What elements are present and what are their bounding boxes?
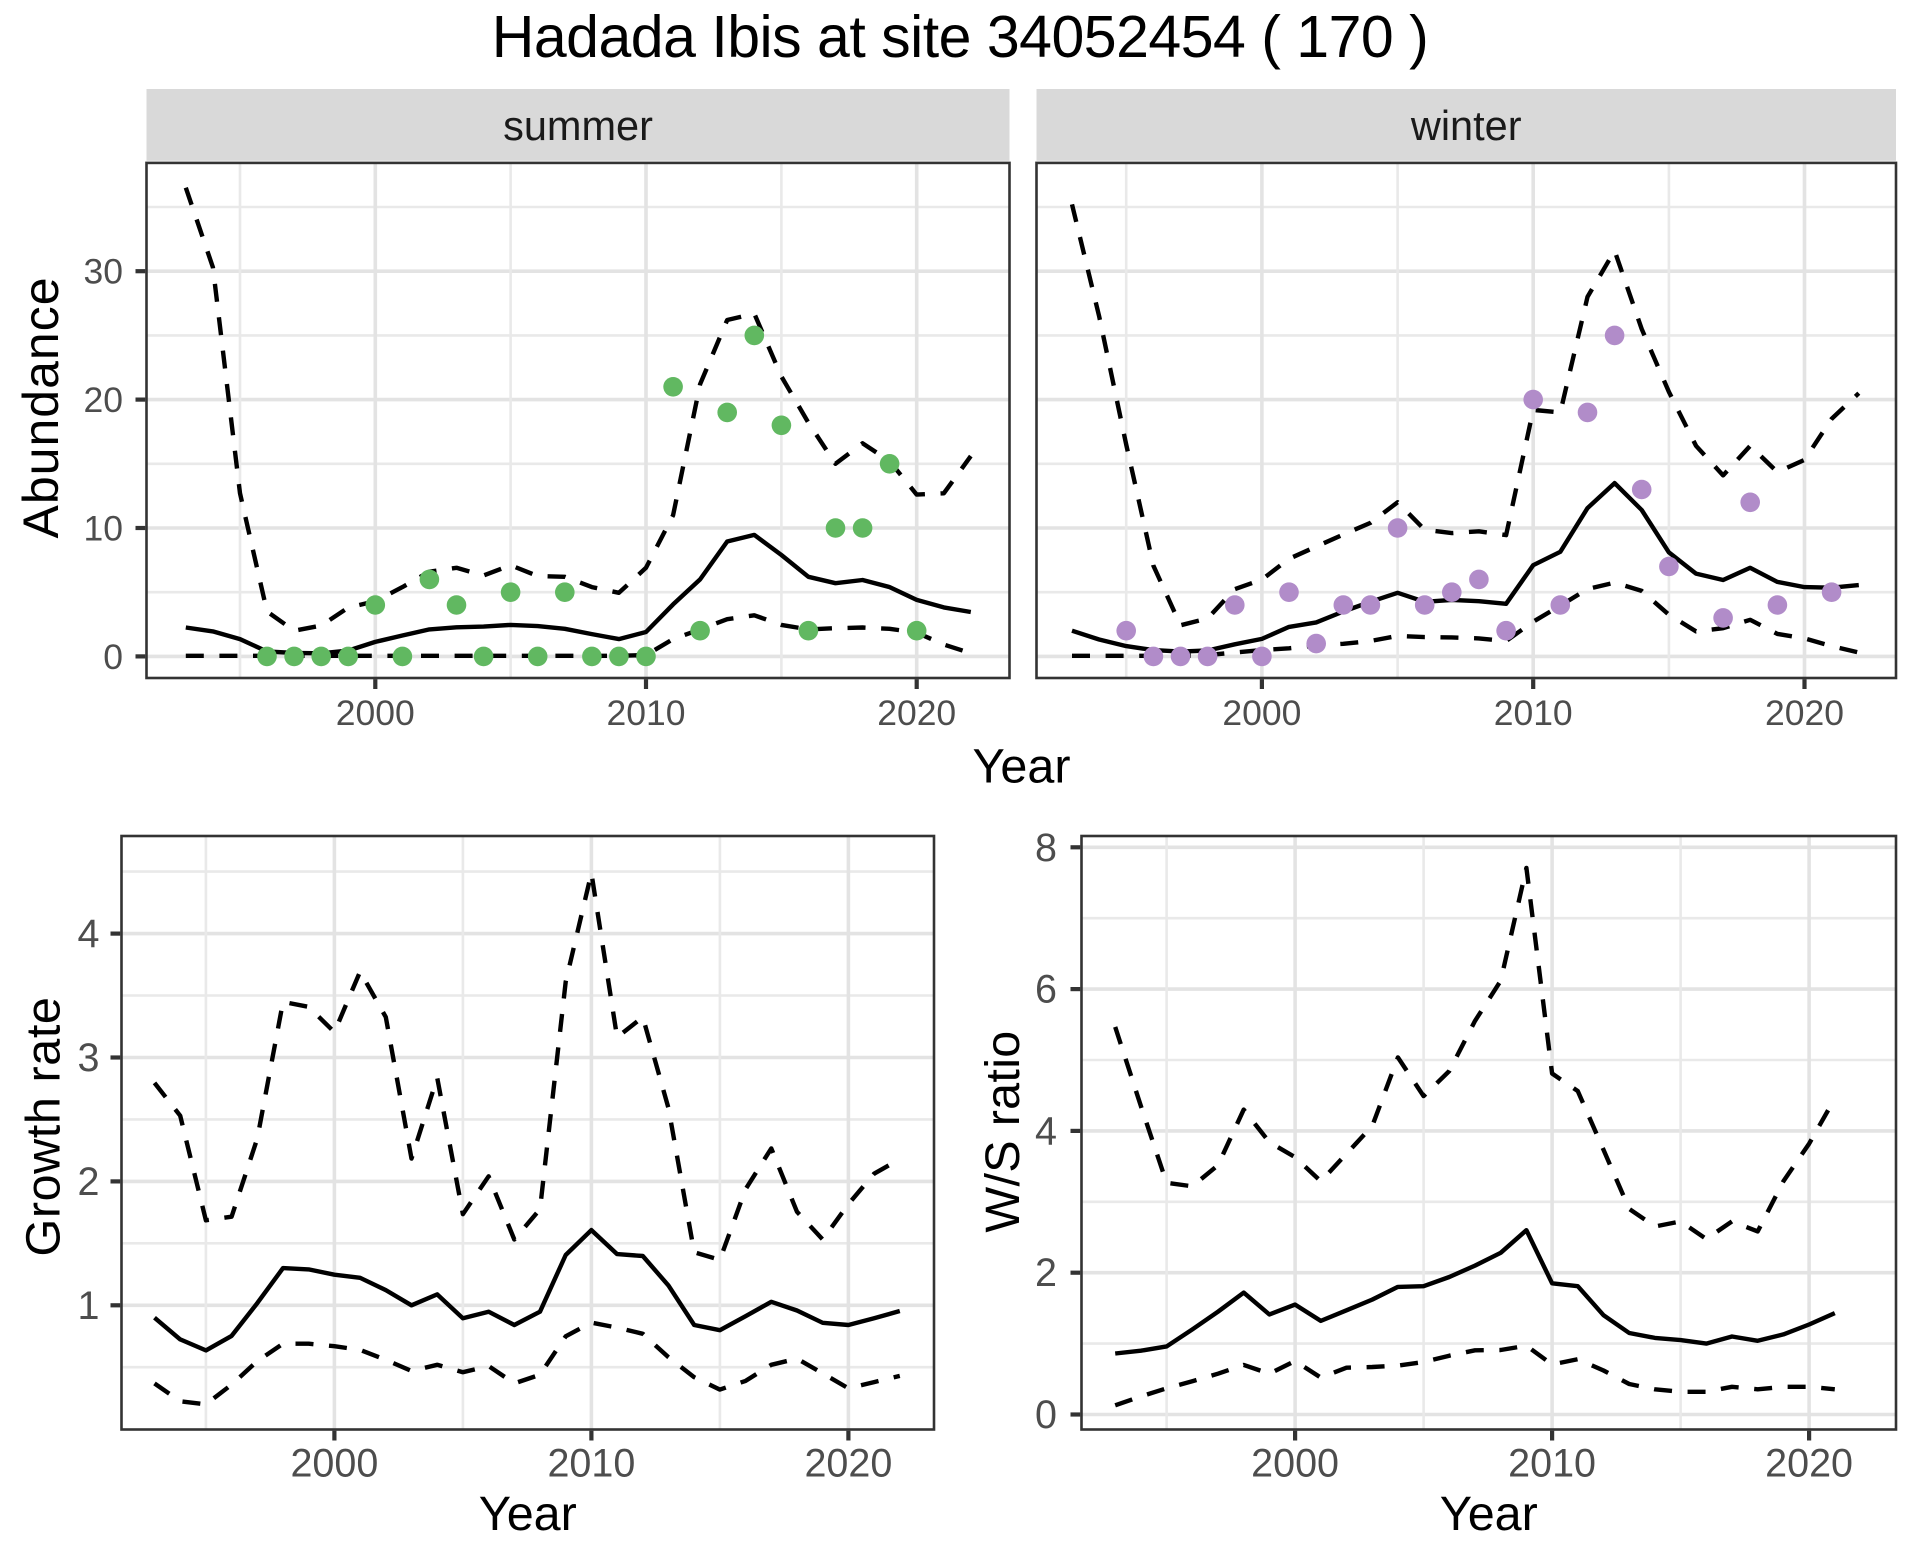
svg-text:2000: 2000: [336, 693, 415, 733]
svg-text:8: 8: [1035, 826, 1057, 870]
svg-text:Hadada Ibis at site 34052454 (: Hadada Ibis at site 34052454 ( 170 ): [492, 4, 1429, 70]
svg-text:Growth rate: Growth rate: [17, 997, 71, 1257]
svg-text:Year: Year: [479, 1487, 577, 1541]
svg-text:2020: 2020: [877, 693, 956, 733]
svg-text:3: 3: [78, 1036, 100, 1080]
svg-text:20: 20: [84, 380, 124, 420]
svg-text:0: 0: [103, 637, 123, 677]
svg-text:30: 30: [84, 252, 124, 292]
svg-text:2020: 2020: [1765, 693, 1844, 733]
svg-text:0: 0: [1035, 1393, 1057, 1437]
svg-text:2010: 2010: [607, 693, 686, 733]
svg-text:2000: 2000: [1251, 1442, 1339, 1486]
svg-text:W/S ratio: W/S ratio: [976, 1030, 1030, 1232]
svg-text:Year: Year: [973, 740, 1071, 794]
svg-text:4: 4: [78, 912, 100, 956]
svg-text:2: 2: [1035, 1251, 1057, 1295]
svg-text:2010: 2010: [547, 1442, 635, 1486]
svg-text:2: 2: [78, 1160, 100, 1204]
svg-text:2010: 2010: [1494, 693, 1573, 733]
svg-text:6: 6: [1035, 968, 1057, 1012]
svg-text:winter: winter: [1410, 102, 1522, 149]
svg-text:10: 10: [84, 509, 124, 549]
svg-text:Abundance: Abundance: [13, 276, 69, 538]
svg-text:1: 1: [78, 1284, 100, 1328]
svg-text:2000: 2000: [1222, 693, 1301, 733]
svg-text:2000: 2000: [290, 1442, 378, 1486]
svg-text:4: 4: [1035, 1109, 1057, 1153]
svg-text:2020: 2020: [1765, 1442, 1853, 1486]
svg-text:2020: 2020: [804, 1442, 892, 1486]
svg-text:summer: summer: [503, 102, 653, 149]
svg-text:2010: 2010: [1508, 1442, 1596, 1486]
svg-text:Year: Year: [1440, 1487, 1538, 1541]
